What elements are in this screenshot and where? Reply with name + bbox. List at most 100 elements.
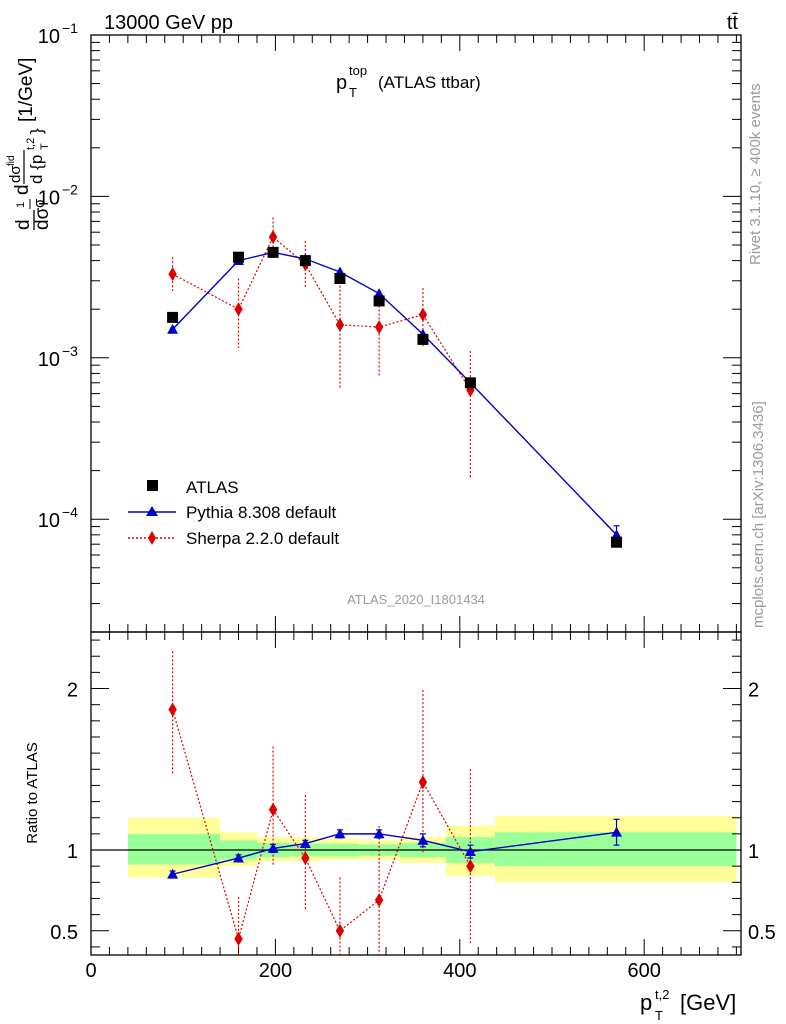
pythia-point bbox=[417, 834, 429, 845]
pythia-point bbox=[267, 842, 279, 853]
pythia-point bbox=[299, 838, 311, 848]
main-y-tick-label: 10 −3 bbox=[38, 343, 78, 371]
pythia-point bbox=[167, 868, 179, 879]
legend-pythia-marker bbox=[146, 506, 158, 516]
atlas-series bbox=[167, 246, 623, 548]
main-y-tick-label: 10 −2 bbox=[38, 181, 78, 209]
plot-title: p top T (ATLAS ttbar) bbox=[336, 63, 481, 100]
x-tick-label: 200 bbox=[259, 960, 292, 982]
pythia-point bbox=[464, 846, 476, 857]
x-tick-label: 0 bbox=[85, 960, 96, 982]
atlas-point bbox=[417, 333, 429, 345]
svg-text:d: d bbox=[12, 184, 33, 195]
legend: ATLAS Pythia 8.308 default Sherpa 2.2.0 … bbox=[128, 478, 339, 548]
tick-base: 10 bbox=[38, 187, 60, 209]
svg-text:dσ: dσ bbox=[32, 207, 53, 230]
svg-text:fid: fid bbox=[6, 155, 17, 166]
atlas-point bbox=[464, 377, 476, 389]
ratio-y-tick-label-right: 1 bbox=[748, 841, 759, 863]
pythia-line bbox=[172, 251, 618, 536]
svg-text:d: d bbox=[13, 219, 34, 230]
tick-exponent: −4 bbox=[62, 504, 78, 520]
ratio-y-tick-label-left: 2 bbox=[67, 680, 78, 702]
legend-atlas-marker bbox=[147, 480, 158, 491]
sherpa-point bbox=[168, 267, 177, 282]
main-y-tick-label: 10 −1 bbox=[38, 20, 78, 48]
atlas-point bbox=[373, 295, 385, 307]
analysis-label: ATLAS_2020_I1801434 bbox=[347, 592, 485, 607]
ratio-y-axis-label: Ratio to ATLAS bbox=[24, 742, 41, 843]
sherpa-point bbox=[335, 923, 345, 938]
sherpa-point bbox=[268, 230, 278, 245]
sherpa-point bbox=[466, 859, 475, 874]
x-tick-label: 400 bbox=[443, 960, 476, 982]
main-y-axis-label: d dσ 1 σ d dσ fid d {p T t,2 } [1/GeV] bbox=[6, 58, 53, 230]
sherpa-point bbox=[301, 851, 310, 866]
x-label-base: p bbox=[640, 990, 652, 1015]
sherpa-point bbox=[335, 317, 345, 332]
atlas-point bbox=[299, 255, 311, 267]
sherpa-point bbox=[374, 320, 384, 335]
title-rest: (ATLAS ttbar) bbox=[378, 73, 481, 92]
pythia-series bbox=[167, 246, 623, 546]
sherpa-series bbox=[168, 217, 475, 478]
pythia-point bbox=[167, 323, 179, 334]
svg-text:t,2: t,2 bbox=[25, 138, 37, 150]
tick-base: 10 bbox=[38, 26, 60, 48]
title-sup: top bbox=[349, 63, 367, 78]
pythia-series bbox=[167, 818, 623, 879]
atlas-point bbox=[334, 272, 346, 284]
x-axis-label: p t,2 T [GeV] bbox=[640, 987, 736, 1023]
legend-atlas-label: ATLAS bbox=[186, 478, 239, 497]
x-label-unit: [GeV] bbox=[680, 990, 736, 1015]
svg-text:[1/GeV]: [1/GeV] bbox=[16, 58, 37, 122]
energy-label: 13000 GeV pp bbox=[104, 12, 233, 34]
atlas-point bbox=[267, 246, 279, 258]
tick-exponent: −2 bbox=[62, 181, 78, 197]
process-label: tt̄ bbox=[727, 12, 739, 34]
pythia-point bbox=[334, 828, 346, 839]
atlas-point bbox=[611, 536, 623, 548]
sherpa-line bbox=[172, 236, 471, 391]
ratio-y-tick-label-right: 2 bbox=[748, 680, 759, 702]
legend-sherpa-marker bbox=[148, 531, 156, 545]
ratio-y-tick-label-left: 0.5 bbox=[50, 922, 78, 944]
sherpa-series bbox=[168, 651, 475, 955]
sherpa-point bbox=[234, 302, 243, 317]
svg-text:T: T bbox=[39, 143, 51, 150]
ratio-plot-area: 0.5 0.5 1 1 2 2 0 200 400 600 bbox=[50, 631, 776, 982]
x-tick-label: 600 bbox=[628, 960, 661, 982]
svg-text:1: 1 bbox=[15, 202, 27, 208]
sherpa-point bbox=[234, 931, 243, 946]
sherpa-point bbox=[168, 702, 177, 717]
main-plot-area: 10−110−210−310−4 bbox=[38, 20, 742, 633]
tick-exponent: −3 bbox=[62, 343, 78, 359]
x-label-sub: T bbox=[655, 1008, 663, 1023]
legend-pythia-label: Pythia 8.308 default bbox=[186, 503, 337, 522]
main-y-tick-label: 10 −4 bbox=[38, 504, 78, 532]
tick-base: 10 bbox=[38, 510, 60, 532]
x-label-sup: t,2 bbox=[655, 987, 669, 1002]
legend-sherpa-label: Sherpa 2.2.0 default bbox=[186, 529, 339, 548]
sherpa-point bbox=[374, 893, 384, 908]
svg-text:}: } bbox=[27, 128, 46, 134]
rivet-label: Rivet 3.1.10, ≥ 400k events bbox=[747, 83, 764, 265]
uncertainty-band-inner bbox=[494, 832, 737, 867]
atlas-point bbox=[167, 311, 179, 323]
sherpa-line bbox=[172, 709, 471, 942]
mcplots-label: mcplots.cern.ch [arXiv:1306.3436] bbox=[750, 401, 767, 628]
svg-text:σ: σ bbox=[31, 198, 48, 208]
sherpa-point bbox=[268, 802, 278, 817]
atlas-point bbox=[233, 251, 245, 263]
tick-base: 10 bbox=[38, 349, 60, 371]
svg-text:dσ: dσ bbox=[7, 165, 24, 183]
pythia-point bbox=[233, 852, 245, 863]
ratio-y-tick-label-right: 0.5 bbox=[748, 922, 776, 944]
title-main: p bbox=[336, 72, 347, 94]
pythia-point bbox=[611, 826, 623, 837]
uncertainty-band-inner bbox=[127, 833, 221, 865]
sherpa-point bbox=[418, 775, 428, 790]
title-sub: T bbox=[349, 85, 357, 100]
tick-exponent: −1 bbox=[62, 20, 78, 36]
